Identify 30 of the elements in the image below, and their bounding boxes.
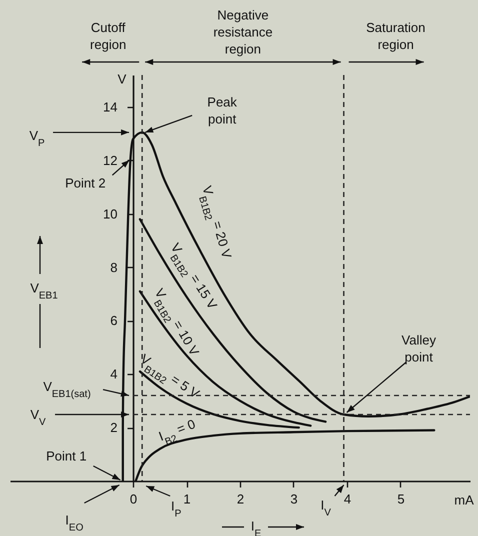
- text: Negative resistance region: [213, 8, 273, 56]
- x-tick-label: 0: [130, 492, 138, 506]
- annotation: Point 2: [65, 176, 106, 191]
- x-tick-label: 3: [290, 492, 298, 506]
- annotation: V$_{P}$: [29, 128, 46, 148]
- annotation: I$_{V}$: [320, 498, 332, 518]
- annotation: I$_{P}$: [170, 498, 182, 519]
- annotation: Peak point: [207, 94, 238, 126]
- text: Cutoff region: [90, 20, 126, 52]
- text: Saturation region: [366, 20, 426, 52]
- y-tick-label: 8: [110, 260, 118, 275]
- annotation: Point 1: [46, 448, 87, 464]
- y-tick-label: 10: [103, 206, 118, 222]
- x-axis-title: I$_{E}$: [250, 518, 262, 536]
- text: mA: [454, 492, 474, 508]
- y-tick-label: 14: [103, 100, 118, 115]
- y-tick-label: 6: [110, 313, 118, 328]
- y-tick-label: 12: [103, 152, 118, 168]
- annotation: V: [118, 72, 127, 86]
- ref-line-label: V$_{V}$: [30, 406, 46, 428]
- y-tick-label: 2: [110, 420, 118, 436]
- x-tick-label: 4: [344, 492, 352, 506]
- x-tick-label: 1: [183, 492, 191, 506]
- y-axis-title: V$_{EB1}$: [30, 280, 58, 301]
- annotation: I$_{EO}$: [65, 512, 84, 533]
- ref-line-label: V$_{EB1(sat)}$: [43, 379, 91, 400]
- annotation: Valley point: [402, 332, 436, 364]
- y-tick-label: 4: [110, 366, 118, 382]
- x-tick-label: 2: [236, 492, 244, 506]
- x-tick-label: 5: [397, 492, 405, 506]
